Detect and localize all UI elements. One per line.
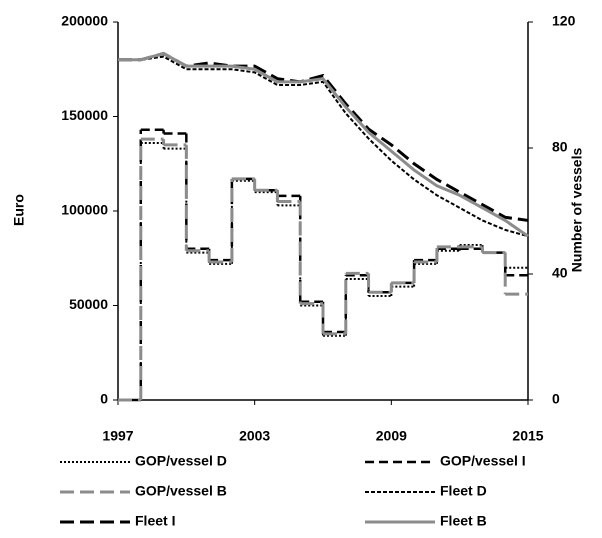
series-line <box>118 55 529 238</box>
y2-tick-label: 0 <box>552 391 560 407</box>
legend-label: GOP/vessel D <box>135 453 227 469</box>
y2-axis-label: Number of vessels <box>569 148 585 273</box>
x-tick-label: 1997 <box>102 428 133 444</box>
legend-label: GOP/vessel I <box>440 453 526 469</box>
legend-label: Fleet B <box>440 513 487 529</box>
y2-tick-label: 120 <box>552 13 576 29</box>
x-tick-label: 2009 <box>376 428 407 444</box>
y-axis-label: Euro <box>11 194 27 226</box>
x-tick-label: 2003 <box>239 428 270 444</box>
y-tick-label: 100000 <box>61 202 108 218</box>
y2-tick-label: 40 <box>552 265 568 281</box>
y-tick-label: 50000 <box>69 296 108 312</box>
series-line <box>118 51 529 238</box>
y2-tick-label: 80 <box>552 139 568 155</box>
y-tick-label: 150000 <box>61 107 108 123</box>
y-tick-label: 200000 <box>61 13 108 29</box>
legend-label: GOP/vessel B <box>135 483 227 499</box>
y-tick-label: 0 <box>100 391 108 407</box>
legend-label: Fleet I <box>135 513 175 529</box>
x-tick-label: 2015 <box>512 428 543 444</box>
legend-label: Fleet D <box>440 483 487 499</box>
